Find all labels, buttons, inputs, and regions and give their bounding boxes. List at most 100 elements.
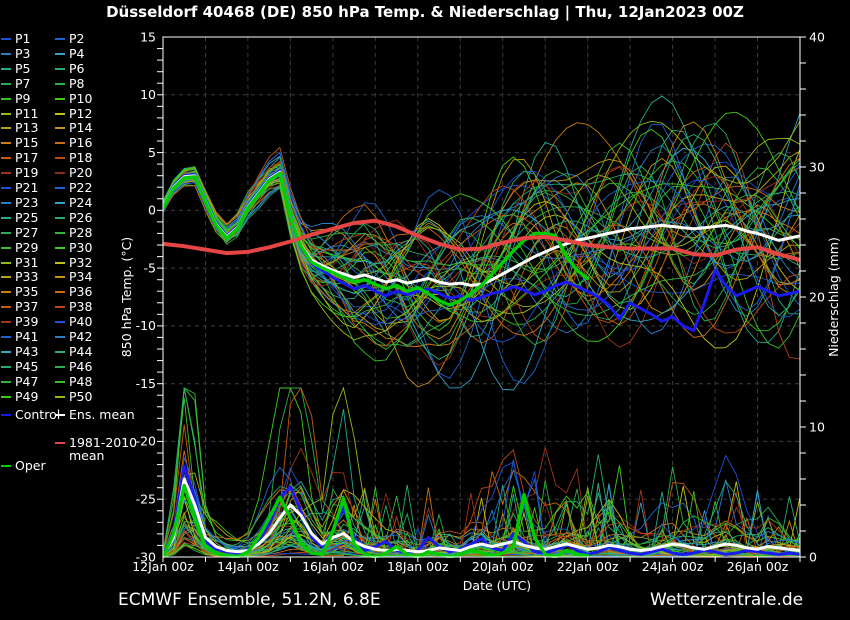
- ensemble-member-temp: [163, 111, 800, 342]
- legend-item-p49: P49: [1, 389, 38, 404]
- ensemble-member-precip: [163, 480, 800, 557]
- legend-swatch: [1, 172, 11, 175]
- date-tick-label: 22Jan 00z: [557, 559, 619, 574]
- legend-swatch: [1, 261, 11, 264]
- legend-item-p11: P11: [1, 106, 38, 121]
- legend-label-ens-mean: Ens. mean: [69, 407, 135, 422]
- legend-swatch: [1, 231, 11, 234]
- legend-member-label: P34: [69, 269, 93, 285]
- legend-member-label: P39: [15, 314, 39, 330]
- legend-item-p38: P38: [55, 300, 92, 314]
- ens-mean-precip-line: [163, 477, 800, 558]
- legend-swatch: [55, 261, 65, 264]
- legend-item-p3: P3: [1, 46, 31, 61]
- legend-item-p7: P7: [1, 75, 31, 91]
- legend-item-p27: P27: [1, 225, 38, 240]
- legend-member-label: P10: [69, 90, 93, 106]
- legend-item-p42: P42: [55, 330, 92, 344]
- legend-swatch: [55, 365, 65, 368]
- precip-tick-label: 40: [809, 29, 825, 44]
- legend-item-p24: P24: [55, 194, 93, 210]
- legend-item-p43: P43: [1, 344, 38, 359]
- legend-swatch: [1, 380, 11, 383]
- legend-item-p45: P45: [1, 359, 38, 374]
- legend-swatch: [1, 336, 11, 338]
- temp-tick-label: -5: [144, 260, 156, 275]
- control-swatch: [1, 414, 11, 416]
- clim-mean-swatch: [55, 442, 65, 444]
- legend-label-control: Control: [15, 407, 61, 422]
- legend-swatch: [55, 321, 65, 324]
- legend-item-p36: P36: [55, 285, 92, 299]
- temp-tick-label: 15: [140, 29, 156, 44]
- oper-temp-line: [163, 171, 590, 307]
- legend-swatch: [55, 112, 65, 115]
- legend-item-p44: P44: [55, 343, 93, 359]
- date-tick-label: 14Jan 00z: [217, 559, 279, 574]
- legend-member-label: P30: [69, 239, 93, 255]
- legend-item-oper: Oper: [1, 459, 46, 473]
- legend-swatch: [55, 350, 65, 353]
- legend-swatch: [1, 127, 11, 130]
- legend-member-label: P15: [15, 135, 39, 151]
- axis-labels: 15 10 5 0 -5 -10 -15 -20 -25 -30 40 30 20 10 0 12Jan 00…: [119, 29, 841, 593]
- legend-item-p46: P46: [55, 359, 92, 374]
- oper-swatch: [1, 465, 11, 467]
- legend-swatch: [55, 38, 65, 40]
- ensemble-member-temp: [163, 144, 800, 334]
- legend-item-p25: P25: [1, 210, 38, 225]
- ensemble-member-precip: [163, 495, 800, 557]
- legend-swatch: [55, 52, 65, 55]
- temp-tick-label: -30: [136, 549, 156, 564]
- legend-member-label: P44: [69, 343, 93, 359]
- legend-member-label: P7: [15, 75, 31, 91]
- legend-member-label: P8: [69, 75, 85, 91]
- legend-item-p5: P5: [1, 61, 31, 76]
- legend-swatch: [55, 142, 65, 145]
- precip-tick-label: 10: [809, 419, 825, 434]
- footer-model-info: ECMWF Ensemble, 51.2N, 6.8E: [118, 590, 381, 610]
- legend-swatch: [55, 157, 65, 160]
- legend-item-p16: P16: [55, 136, 92, 150]
- right-axis-title: Niederschlag (mm): [826, 237, 841, 357]
- legend-label-oper: Oper: [15, 458, 46, 473]
- legend-item-p23: P23: [1, 194, 39, 210]
- legend-member-label: P28: [69, 224, 93, 240]
- legend-member-label: P31: [15, 254, 39, 270]
- legend-item-ens-mean: Ens. mean: [55, 408, 135, 422]
- date-tick-label: 24Jan 00z: [642, 559, 704, 574]
- legend-swatch: [55, 336, 65, 338]
- temp-tick-label: -10: [136, 318, 156, 333]
- legend-member-label: P33: [15, 269, 39, 285]
- chart-title: Düsseldorf 40468 (DE) 850 hPa Temp. & Ni…: [106, 3, 744, 21]
- legend-item-p12: P12: [55, 106, 92, 121]
- legend-swatch: [55, 172, 65, 175]
- legend-member-label: P50: [69, 388, 93, 404]
- legend-member-label: P29: [15, 239, 39, 255]
- legend-member-label: P14: [69, 120, 93, 136]
- legend-member-label: P42: [69, 329, 93, 344]
- temp-tick-label: -15: [136, 376, 156, 391]
- legend-swatch: [1, 112, 11, 115]
- legend-member-label: P16: [69, 135, 93, 151]
- ensemble-member-temp: [163, 168, 800, 384]
- legend-item-p31: P31: [1, 254, 39, 270]
- legend-swatch: [1, 246, 11, 249]
- legend-item-p13: P13: [1, 121, 38, 135]
- legend-item-p48: P48: [55, 374, 92, 389]
- temp-tick-label: 10: [140, 87, 156, 102]
- temp-tick-label: -20: [136, 434, 156, 449]
- legend-member-label: P23: [15, 194, 39, 210]
- control-precip-line: [163, 464, 800, 558]
- legend-member-label: P17: [15, 150, 39, 166]
- legend-item-p8: P8: [55, 75, 85, 91]
- legend-item-p40: P40: [55, 315, 92, 329]
- legend-swatch: [1, 38, 11, 40]
- legend-swatch: [1, 276, 11, 279]
- legend-item-p35: P35: [1, 285, 38, 299]
- legend-item-p14: P14: [55, 121, 92, 135]
- legend-member-label: P32: [69, 254, 93, 270]
- legend-swatch: [1, 187, 11, 189]
- legend-member-label: P24: [69, 194, 93, 210]
